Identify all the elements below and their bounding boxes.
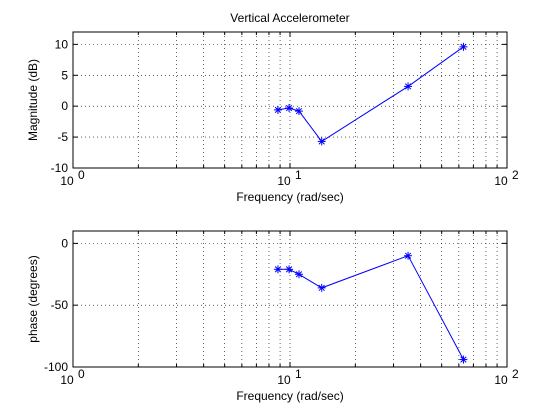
y-tick-label: -10	[51, 161, 69, 175]
x-tick-exponent: 0	[78, 168, 85, 182]
data-point	[274, 265, 282, 273]
chart-title: Vertical Accelerometer	[230, 11, 349, 25]
data-point	[404, 252, 412, 260]
data-point	[459, 43, 467, 51]
x-tick-exponent: 1	[295, 168, 302, 182]
x-tick-exponent: 2	[512, 367, 519, 381]
x-tick-label: 10	[277, 174, 291, 188]
data-point	[285, 265, 293, 273]
y-tick-label: 5	[61, 68, 68, 82]
y-tick-label: 0	[61, 236, 68, 250]
x-tick-label: 10	[60, 174, 74, 188]
subplot-1: -10 -5 0 5 10 10 0 10 1 10 2 Frequency (rad/sec) Mag…	[26, 11, 519, 204]
x-axis-label: Frequency (rad/sec)	[236, 389, 343, 403]
x-tick-label: 10	[494, 174, 508, 188]
y-tick-label: -50	[51, 298, 69, 312]
x-tick-label: 10	[60, 373, 74, 387]
subplot-2: -100 -50 0 10 0 10 1 10 2 Frequency (rad/sec) phas…	[26, 231, 519, 403]
x-tick-exponent: 1	[295, 367, 302, 381]
y-tick-label: 10	[55, 37, 69, 51]
y-axis-label: Magnitude (dB)	[26, 59, 40, 141]
data-point	[295, 270, 303, 278]
x-tick-exponent: 0	[78, 367, 85, 381]
y-tick-label: -5	[57, 130, 68, 144]
y-tick-label: 0	[61, 99, 68, 113]
y-tick-label: -100	[44, 360, 68, 374]
x-tick-exponent: 2	[512, 168, 519, 182]
x-axis-label: Frequency (rad/sec)	[236, 190, 343, 204]
y-axis-label: phase (degrees)	[26, 255, 40, 342]
x-tick-label: 10	[494, 373, 508, 387]
x-tick-label: 10	[277, 373, 291, 387]
data-point	[459, 356, 467, 364]
data-point	[318, 284, 326, 292]
data-point	[318, 137, 326, 145]
